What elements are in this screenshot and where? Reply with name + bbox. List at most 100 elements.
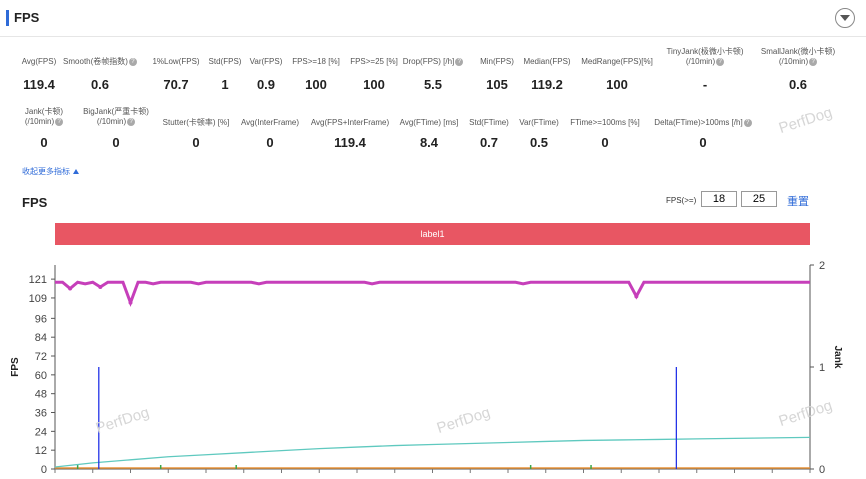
section-header: FPS (0, 0, 866, 37)
metric-label: Jank(卡顿) (/10min)? (0, 107, 104, 127)
metric-label-text: Smooth(卷帧指数) (63, 57, 128, 66)
metric-label: Avg(FTime) [ms] (369, 118, 489, 128)
section-title: FPS (14, 10, 40, 25)
metric-label-text: Avg(FTime) [ms] (399, 118, 459, 127)
metric-value: 0.5 (529, 135, 549, 150)
fps-dip-point (128, 300, 133, 305)
metric-label: Var(FTime) (479, 118, 599, 128)
help-icon[interactable]: ? (716, 57, 725, 66)
y-tick-label: 36 (35, 408, 47, 420)
metric-value: 0.6 (788, 77, 808, 92)
fps-dip-point (68, 286, 73, 291)
y-tick-label: 84 (35, 332, 47, 344)
metric-label-text: Std(FTime) (469, 118, 509, 127)
metric-value: 0.7 (479, 135, 499, 150)
metric-value: 0 (192, 135, 200, 150)
help-icon[interactable]: ? (55, 117, 64, 126)
metric-label-unit: (/10min) (778, 57, 809, 66)
help-icon[interactable]: ? (127, 117, 136, 126)
metric-label-text: Avg(FPS) (21, 57, 57, 66)
caret-up-icon (73, 169, 79, 175)
y-tick-label: 96 (35, 313, 47, 325)
metric-metrics_row2-1: BigJank(严重卡顿) (/10min)? 0 (56, 107, 176, 150)
metric-value: 0 (40, 135, 48, 150)
metric-label: Delta(FTime)>100ms [/h]? (643, 118, 763, 128)
metric-label-text: Var(FTime) (519, 118, 559, 127)
metric-value: 100 (363, 77, 385, 92)
metric-label: Avg(InterFrame) (210, 118, 330, 128)
metric-label-text: Std(FPS) (208, 57, 242, 66)
metric-value: - (702, 77, 708, 92)
help-icon[interactable]: ? (128, 57, 137, 66)
metric-label: MedRange(FPS)[%] (557, 57, 677, 67)
metric-label-text: SmallJank(微小卡顿) (760, 47, 836, 56)
metric-metrics_row1-11: TinyJank(极微小卡顿) (/10min)? - (645, 47, 765, 92)
y2-axis-title: Jank (832, 346, 843, 369)
collapse-metrics-label: 收起更多指标 (22, 167, 70, 176)
metric-label-text: TinyJank(极微小卡顿) (666, 47, 744, 56)
metric-label: Avg(FPS) (0, 57, 99, 67)
watermark: PerfDog (776, 103, 835, 138)
y-tick-label: 48 (35, 389, 47, 401)
metric-label-text: Median(FPS) (523, 57, 571, 66)
metric-label: SmallJank(微小卡顿) (/10min)? (738, 47, 858, 67)
y2-tick-label: 1 (819, 362, 825, 374)
metric-label-text: 1%Low(FPS) (152, 57, 200, 66)
metric-label: Std(FTime) (429, 118, 549, 128)
metric-label: FPS>=18 [%] (256, 57, 376, 67)
y-tick-label: 121 (29, 274, 47, 286)
metric-value: 100 (606, 77, 628, 92)
metric-label: Min(FPS) (437, 57, 557, 67)
metric-metrics_row2-0: Jank(卡顿) (/10min)? 0 (0, 107, 104, 150)
y-tick-label: 60 (35, 370, 47, 382)
smooth-line (54, 436, 811, 468)
metric-label-text: BigJank(严重卡顿) (83, 107, 149, 116)
help-icon[interactable]: ? (809, 57, 818, 66)
y-tick-label: 109 (29, 293, 47, 305)
reset-button[interactable]: 重置 (787, 196, 809, 208)
metric-value: 0 (601, 135, 609, 150)
metric-label-text: FPS>=18 [%] (292, 57, 340, 66)
y-tick-label: 0 (41, 464, 47, 476)
collapse-metrics-link[interactable]: 收起更多指标 (22, 166, 79, 177)
chart-title: FPS (22, 195, 48, 210)
metric-label-unit: (/10min) (685, 57, 716, 66)
fps-dip-point (98, 284, 103, 289)
metric-label-text: FTime>=100ms [%] (570, 118, 640, 127)
y-axis-title: FPS (10, 357, 21, 377)
metric-value: 0.6 (90, 77, 110, 92)
metric-label-text: Avg(InterFrame) (240, 118, 300, 127)
fps-threshold-input-1[interactable] (701, 191, 737, 207)
y-tick-label: 24 (35, 426, 47, 438)
section-accent (6, 10, 9, 26)
fps-threshold-input-2[interactable] (741, 191, 777, 207)
metric-value: 8.4 (419, 135, 439, 150)
metric-value: 0 (112, 135, 120, 150)
metric-label-text: Jank(卡顿) (24, 107, 64, 116)
fps-dip-point (634, 294, 639, 299)
help-icon[interactable]: ? (743, 118, 752, 127)
metric-value: 70.7 (163, 77, 189, 92)
y-tick-label: 12 (35, 445, 47, 457)
metric-label: BigJank(严重卡顿) (/10min)? (56, 107, 176, 127)
collapse-button[interactable] (835, 8, 855, 28)
y2-tick-label: 2 (819, 260, 825, 272)
metric-value: 119.4 (23, 77, 55, 92)
metric-value: 100 (305, 77, 327, 92)
metric-label: FTime>=100ms [%] (545, 118, 665, 128)
metric-label-text: Var(FPS) (249, 57, 283, 66)
metric-label-unit: (/10min) (24, 117, 55, 126)
metric-label: Std(FPS) (165, 57, 285, 67)
metric-label: Drop(FPS) [/h]? (373, 57, 493, 67)
metric-label: TinyJank(极微小卡顿) (/10min)? (645, 47, 765, 67)
metric-value: 105 (486, 77, 508, 92)
metric-label-unit: (/10min) (96, 117, 127, 126)
metric-label-text: Stutter(卡顿率) [%] (162, 118, 230, 127)
help-icon[interactable]: ? (455, 57, 464, 66)
metric-label: Avg(FPS+InterFrame) (290, 118, 410, 128)
label-bar[interactable]: label1 (55, 223, 810, 245)
fps-line (55, 280, 810, 307)
metric-value: 0 (699, 135, 707, 150)
metric-label: Stutter(卡顿率) [%] (136, 118, 256, 128)
